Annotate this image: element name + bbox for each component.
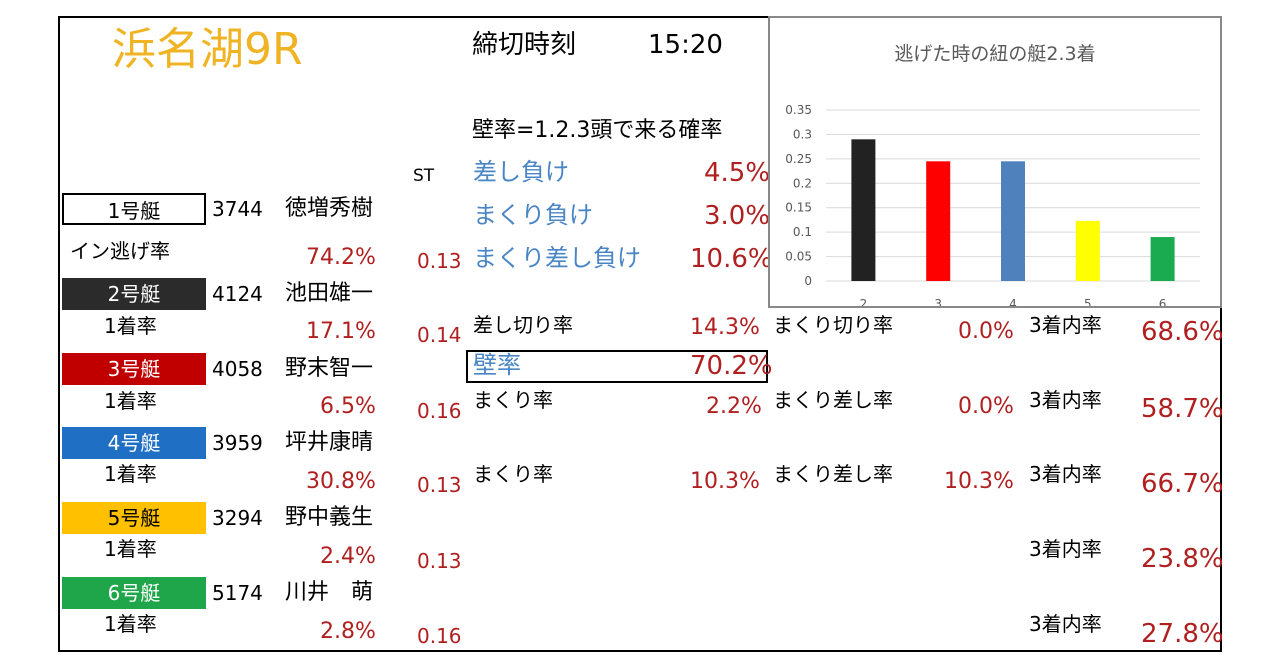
boat-3-makuri-value: 2.2% xyxy=(706,394,762,419)
boat-5-st: 0.13 xyxy=(417,549,462,573)
sashi-kiri-value: 14.3% xyxy=(690,315,760,340)
lose-value-2: 3.0% xyxy=(704,201,771,231)
boat-6-name: 川井 萌 xyxy=(285,580,374,605)
bar-4 xyxy=(1001,161,1025,281)
makuri-kiri-label: まくり切り率 xyxy=(773,313,893,337)
makuri-kiri-value: 0.0% xyxy=(958,319,1014,344)
boat-3-st: 0.16 xyxy=(417,399,462,423)
boat-3-makuri-label: まくり率 xyxy=(473,388,553,412)
boat-4-makuri-sashi-value: 10.3% xyxy=(944,469,1014,494)
boat-5-name: 野中義生 xyxy=(285,505,374,530)
y-tick-label: 0.1 xyxy=(793,225,812,239)
boat-5-badge: 5号艇 xyxy=(62,502,206,534)
x-tick-label: 6 xyxy=(1159,297,1167,306)
boat-5-top3: 23.8% xyxy=(1141,544,1224,574)
boat-6-top3-label: 3着内率 xyxy=(1029,612,1102,636)
boat-1-st: 0.13 xyxy=(417,249,462,273)
boat-2-top3-label: 3着内率 xyxy=(1029,313,1102,337)
boat-5-rate-label: 1着率 xyxy=(104,537,157,561)
boat-2-name: 池田雄一 xyxy=(285,281,374,306)
boat-4-rate: 30.8% xyxy=(306,469,376,494)
y-tick-label: 0.15 xyxy=(785,201,812,215)
boat-6-badge: 6号艇 xyxy=(62,577,206,609)
boat-6-top3: 27.8% xyxy=(1141,619,1224,649)
y-tick-label: 0.05 xyxy=(785,250,812,264)
chart-title: 逃げた時の紐の艇2.3着 xyxy=(894,43,1095,65)
bar-3 xyxy=(926,161,951,281)
boat-3-reg: 4058 xyxy=(212,357,263,381)
boat-4-makuri-value: 10.3% xyxy=(690,469,760,494)
x-tick-label: 2 xyxy=(860,297,868,306)
kabe-label: 壁率 xyxy=(473,351,521,379)
boat-4-reg: 3959 xyxy=(212,431,263,455)
boat-4-rate-label: 1着率 xyxy=(104,462,157,486)
boat-3-makuri-sashi-value: 0.0% xyxy=(958,394,1014,419)
boat-1-reg: 3744 xyxy=(212,197,263,221)
boat-5-rate: 2.4% xyxy=(320,544,376,569)
boat-6-reg: 5174 xyxy=(212,581,263,605)
chart-panel: 逃げた時の紐の艇2.3着 0 0.05 0.1 0.15 0.2 0.25 0.3 0.35 2 3… xyxy=(768,16,1222,308)
bar-chart: 逃げた時の紐の艇2.3着 0 0.05 0.1 0.15 0.2 0.25 0.3 0.35 2 3… xyxy=(785,43,1200,306)
boat-2-rate: 17.1% xyxy=(306,319,376,344)
lose-value-1: 4.5% xyxy=(704,158,771,188)
y-tick-label: 0 xyxy=(804,274,812,288)
boat-5-reg: 3294 xyxy=(212,506,263,530)
boat-3-name: 野末智一 xyxy=(285,356,374,381)
boat-4-badge: 4号艇 xyxy=(62,427,206,459)
boat-4-name: 坪井康晴 xyxy=(285,430,374,455)
kabe-box xyxy=(466,350,768,383)
boat-4-st: 0.13 xyxy=(417,473,462,497)
y-tick-label: 0.25 xyxy=(785,152,812,166)
bar-6 xyxy=(1150,237,1175,281)
boat-1-name: 徳増秀樹 xyxy=(285,196,374,221)
kabe-value: 70.2% xyxy=(690,351,773,381)
boat-2-top3: 68.6% xyxy=(1141,317,1224,347)
y-tick-label: 0.3 xyxy=(793,127,812,141)
bar-2 xyxy=(851,139,876,281)
boat-6-rate-label: 1着率 xyxy=(104,612,157,636)
boat-3-rate: 6.5% xyxy=(320,394,376,419)
boat-3-rate-label: 1着率 xyxy=(104,389,157,413)
boat-3-top3-label: 3着内率 xyxy=(1029,388,1102,412)
lose-label-1: 差し負け xyxy=(473,158,569,186)
boat-2-reg: 4124 xyxy=(212,282,263,306)
boat-4-top3: 66.7% xyxy=(1141,469,1224,499)
boat-4-makuri-sashi-label: まくり差し率 xyxy=(773,462,893,486)
stats-heading: 壁率=1.2.3頭で来る確率 xyxy=(472,118,723,143)
venue-race-title: 浜名湖9R xyxy=(112,24,303,75)
lose-value-3: 10.6% xyxy=(690,244,773,274)
bar-5 xyxy=(1075,220,1100,281)
boat-1-badge: 1号艇 xyxy=(62,193,206,225)
x-tick-label: 5 xyxy=(1084,297,1092,306)
boat-4-makuri-label: まくり率 xyxy=(473,462,553,486)
boat-2-st: 0.14 xyxy=(417,323,462,347)
x-tick-label: 4 xyxy=(1009,297,1017,306)
sashi-kiri-label: 差し切り率 xyxy=(473,313,573,337)
boat-3-makuri-sashi-label: まくり差し率 xyxy=(773,388,893,412)
lose-label-3: まくり差し負け xyxy=(473,246,641,270)
boat-1-rate-label: イン逃げ率 xyxy=(70,239,170,263)
deadline-label: 締切時刻 xyxy=(472,30,577,60)
boat-3-badge: 3号艇 xyxy=(62,353,206,385)
deadline-time: 15:20 xyxy=(648,30,723,60)
boat-3-top3: 58.7% xyxy=(1141,394,1224,424)
lose-label-2: まくり負け xyxy=(473,201,593,229)
boat-1-rate: 74.2% xyxy=(306,245,376,270)
boat-2-badge: 2号艇 xyxy=(62,278,206,310)
boat-4-top3-label: 3着内率 xyxy=(1029,462,1102,486)
boat-2-rate-label: 1着率 xyxy=(104,314,157,338)
boat-6-rate: 2.8% xyxy=(320,619,376,644)
boat-6-st: 0.16 xyxy=(417,624,462,648)
boat-5-top3-label: 3着内率 xyxy=(1029,537,1102,561)
y-tick-label: 0.35 xyxy=(785,103,812,117)
y-tick-label: 0.2 xyxy=(793,176,812,190)
main-frame xyxy=(58,16,1222,652)
x-tick-label: 3 xyxy=(934,297,942,306)
st-label: ST xyxy=(413,166,435,186)
